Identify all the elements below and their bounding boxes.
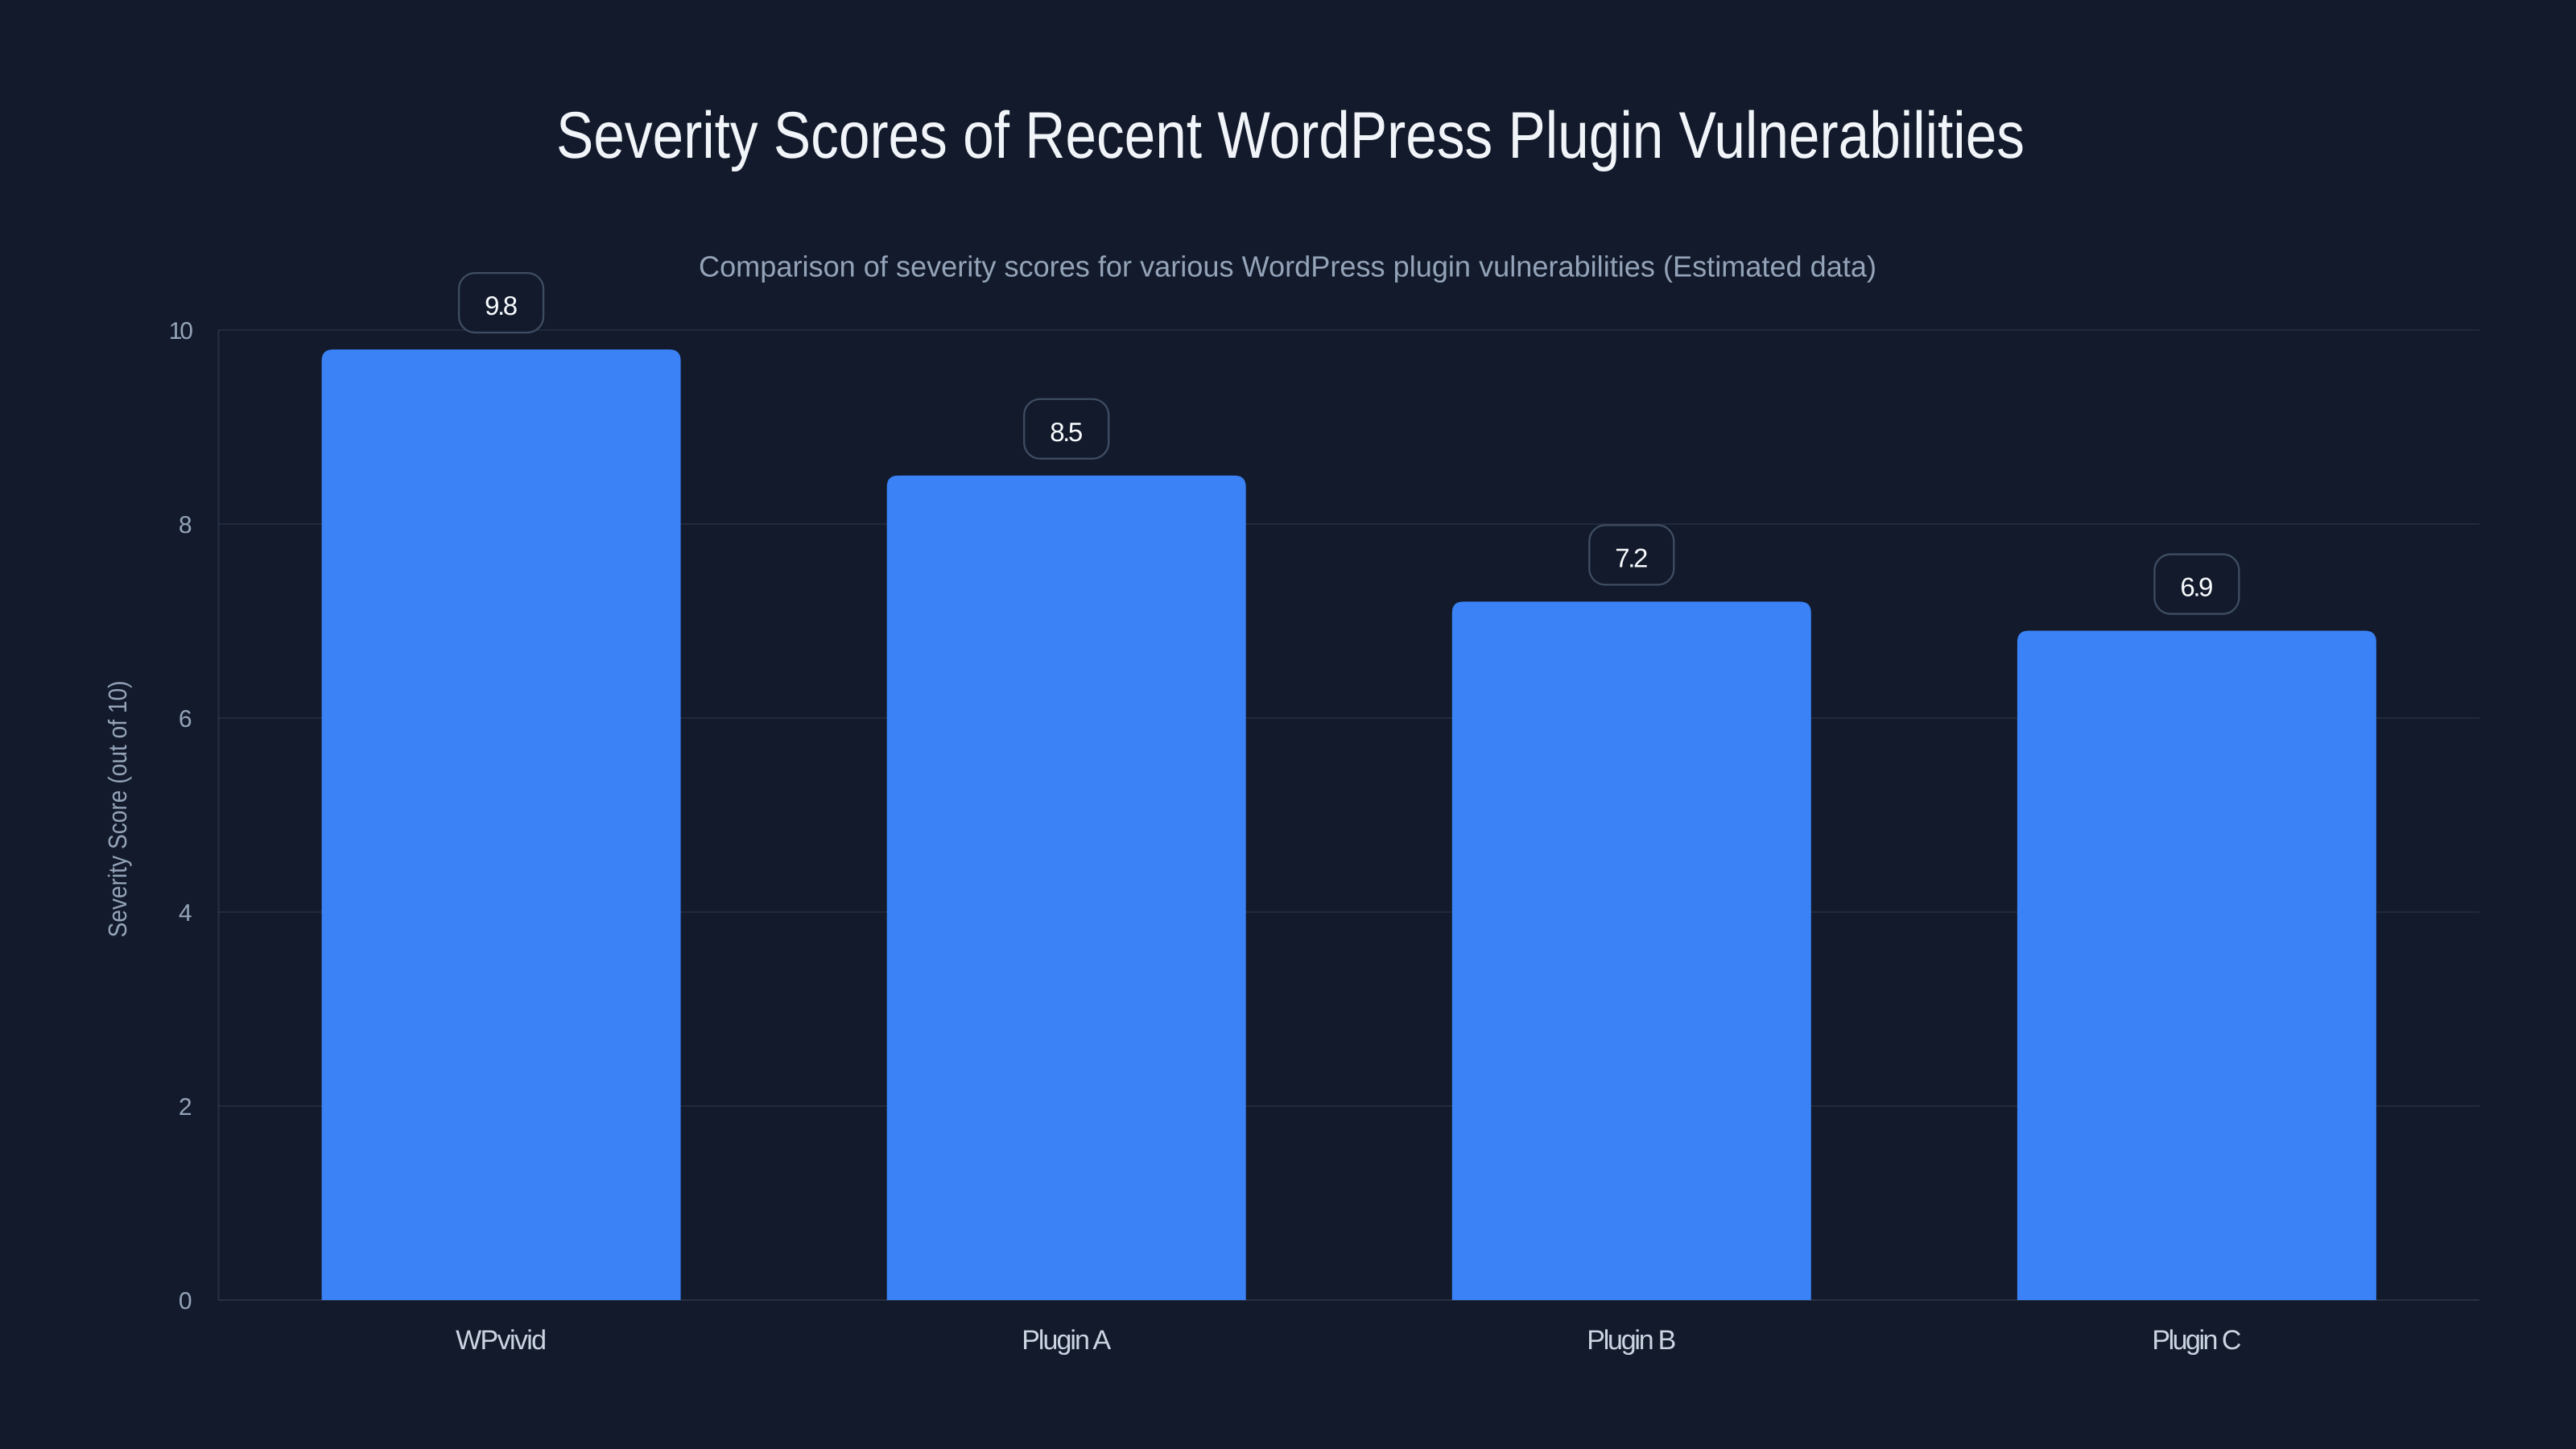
svg-text:6: 6 <box>179 706 192 733</box>
svg-text:10: 10 <box>169 318 193 345</box>
svg-text:7.2: 7.2 <box>1615 543 1648 572</box>
svg-text:Comparison of severity scores: Comparison of severity scores for variou… <box>699 250 1876 283</box>
svg-text:8: 8 <box>179 512 192 539</box>
svg-text:Plugin C: Plugin C <box>2152 1325 2241 1356</box>
svg-text:6.9: 6.9 <box>2180 572 2213 602</box>
svg-text:Severity Scores of Recent Word: Severity Scores of Recent WordPress Plug… <box>556 99 2025 172</box>
svg-text:4: 4 <box>179 900 192 927</box>
svg-text:Plugin B: Plugin B <box>1587 1325 1676 1356</box>
svg-text:9.8: 9.8 <box>485 291 518 320</box>
svg-text:Severity Score (out of 10): Severity Score (out of 10) <box>103 681 132 938</box>
svg-text:WPvivid: WPvivid <box>456 1325 547 1356</box>
svg-text:0: 0 <box>179 1288 192 1315</box>
svg-text:8.5: 8.5 <box>1050 417 1083 447</box>
svg-text:Plugin A: Plugin A <box>1022 1325 1111 1356</box>
svg-text:2: 2 <box>179 1094 192 1121</box>
